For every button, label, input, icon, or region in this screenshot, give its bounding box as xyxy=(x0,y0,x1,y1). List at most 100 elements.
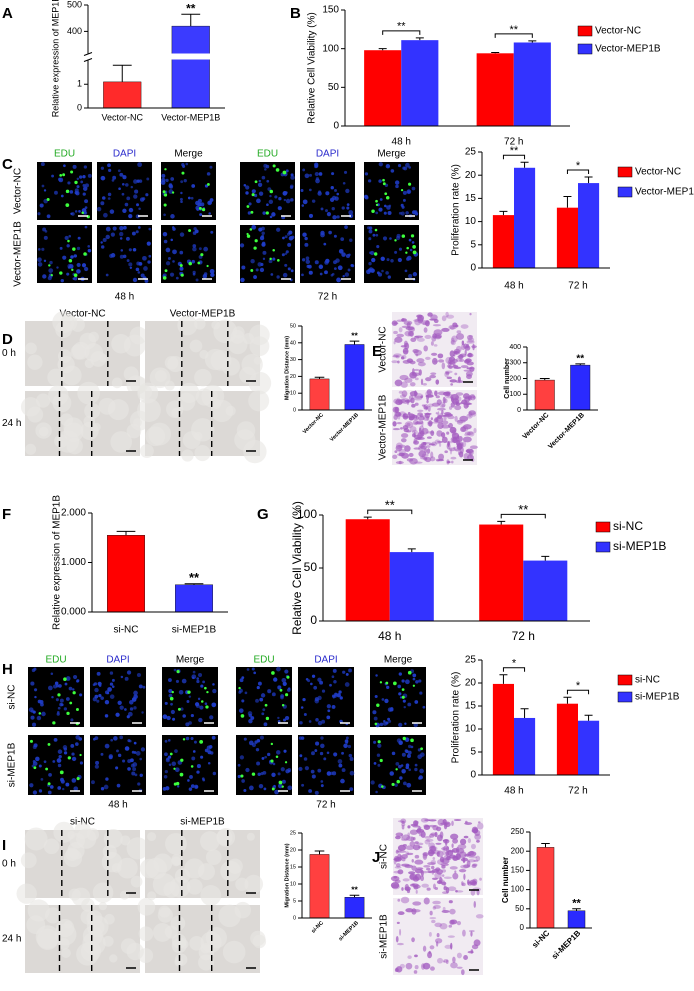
nucleus xyxy=(58,754,62,759)
cell xyxy=(423,327,428,333)
nucleus xyxy=(56,758,62,763)
nucleus xyxy=(168,689,173,694)
cell xyxy=(402,844,407,847)
nucleus xyxy=(290,269,294,273)
edu-dot xyxy=(408,182,412,186)
nucleus xyxy=(301,204,305,207)
cell xyxy=(456,443,463,450)
cell xyxy=(434,922,443,928)
nucleus xyxy=(139,773,143,778)
edu-dot xyxy=(176,670,180,674)
micrograph xyxy=(160,162,216,220)
significance-label: ** xyxy=(385,498,395,513)
nucleus xyxy=(133,179,138,184)
nucleus xyxy=(289,185,294,190)
nucleus xyxy=(258,191,264,196)
cell xyxy=(430,341,434,346)
nucleus xyxy=(373,740,377,744)
cell xyxy=(466,340,475,344)
nucleus xyxy=(283,198,287,202)
significance-bracket xyxy=(502,667,526,672)
error-bar xyxy=(497,520,506,525)
cell xyxy=(412,836,416,841)
cell xyxy=(456,966,463,969)
nucleus xyxy=(113,736,118,741)
edu-dot xyxy=(46,197,50,201)
nucleus xyxy=(47,276,52,281)
y-axis-label: Relative expression of MEP1B xyxy=(50,0,60,117)
edu-dot xyxy=(371,209,375,213)
cell xyxy=(451,843,454,848)
nucleus xyxy=(189,775,193,779)
nucleus xyxy=(303,712,307,716)
nucleus xyxy=(118,187,121,191)
nucleus xyxy=(121,192,125,196)
edu-dot xyxy=(410,234,415,238)
nucleus xyxy=(250,259,255,264)
axis xyxy=(87,5,225,109)
nucleus xyxy=(100,175,106,181)
nucleus xyxy=(417,748,422,752)
nucleus xyxy=(174,767,180,773)
y-tick-label: 0 xyxy=(77,102,82,112)
bar xyxy=(556,703,578,775)
nucleus xyxy=(62,255,67,260)
nucleus xyxy=(39,203,44,208)
nucleus xyxy=(276,275,280,279)
cell xyxy=(424,839,431,845)
nucleus xyxy=(397,684,402,689)
nucleus xyxy=(261,175,266,180)
edu-dot xyxy=(169,696,174,701)
nucleus xyxy=(87,245,91,248)
nucleus xyxy=(199,260,203,264)
texture xyxy=(83,415,96,428)
error-bar xyxy=(349,894,360,898)
cell xyxy=(449,866,458,870)
cell xyxy=(396,333,405,338)
nucleus xyxy=(168,693,173,698)
panel-letter: B xyxy=(290,5,301,22)
nucleus xyxy=(69,190,74,194)
error-bar xyxy=(415,37,424,41)
cell xyxy=(441,420,449,425)
cell xyxy=(402,878,410,882)
nucleus xyxy=(76,246,81,251)
edu-dot xyxy=(420,747,423,751)
cell xyxy=(400,427,403,430)
edu-dot xyxy=(66,711,70,716)
nucleus xyxy=(165,247,171,253)
nucleus xyxy=(344,682,350,687)
nucleus xyxy=(103,212,108,218)
cell xyxy=(445,391,451,395)
nucleus xyxy=(342,274,345,278)
nucleus xyxy=(117,169,121,173)
edu-dot xyxy=(401,688,405,691)
nucleus xyxy=(37,257,42,263)
nucleus xyxy=(375,211,379,215)
error-bar xyxy=(181,13,201,27)
nucleus xyxy=(209,268,215,274)
cell xyxy=(396,921,400,925)
cell xyxy=(441,410,444,415)
cell xyxy=(469,879,477,886)
nucleus xyxy=(212,771,217,776)
nucleus xyxy=(253,193,258,198)
edu-dot xyxy=(67,756,71,760)
y-tick-label: 400 xyxy=(509,344,521,351)
cell xyxy=(394,866,402,869)
texture xyxy=(111,333,131,354)
y-tick-label: 20 xyxy=(465,678,477,689)
nucleus xyxy=(53,684,58,689)
cell xyxy=(425,390,433,398)
nucleus xyxy=(58,684,62,688)
edu-dot xyxy=(375,199,378,203)
cell xyxy=(397,942,404,946)
nucleus xyxy=(51,174,55,178)
cell xyxy=(447,849,454,856)
edu-dot xyxy=(385,681,389,685)
nucleus xyxy=(285,250,289,254)
cell xyxy=(411,937,415,943)
cell xyxy=(441,362,446,370)
nucleus xyxy=(105,273,109,277)
cell xyxy=(411,858,414,863)
